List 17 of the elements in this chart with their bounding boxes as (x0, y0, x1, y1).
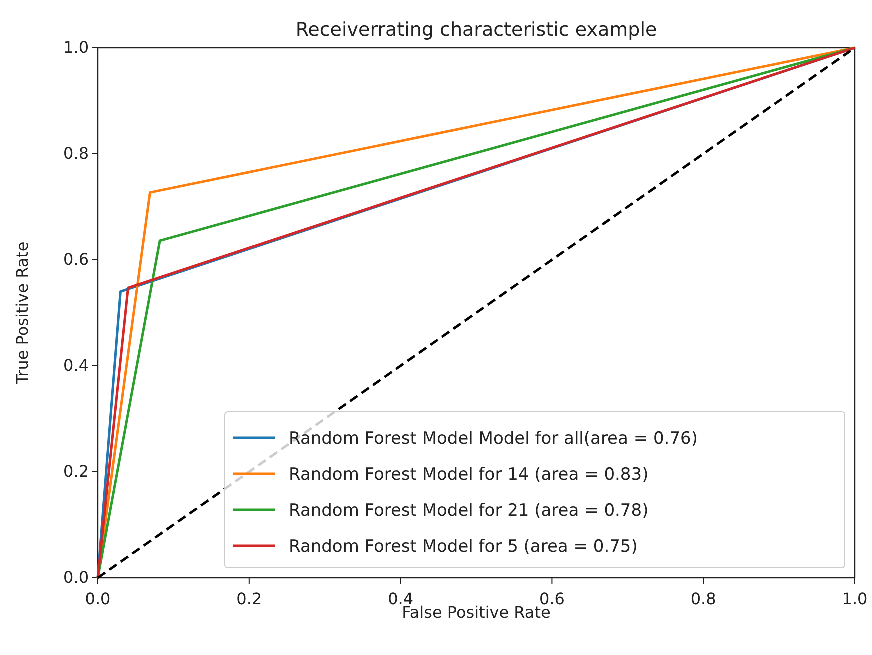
x-tick-label: 0.8 (690, 590, 716, 609)
legend-label: Random Forest Model for 14 (area = 0.83) (289, 464, 649, 485)
legend-label: Random Forest Model Model for all(area = 0.76) (289, 428, 698, 449)
y-tick-label: 0.2 (64, 462, 89, 482)
legend-label: Random Forest Model for 21 (area = 0.78) (289, 500, 649, 521)
y-tick-label: 0.4 (64, 356, 89, 376)
y-axis-title: True Positive Rate (13, 242, 32, 386)
y-tick-label: 0.0 (64, 568, 89, 588)
chart-title: Receiverrating characteristic example (296, 19, 658, 41)
x-tick-label: 0.6 (539, 590, 565, 609)
y-tick-label: 0.6 (64, 250, 89, 270)
x-tick-label: 0.2 (236, 590, 262, 609)
x-tick-label: 0.0 (85, 590, 111, 609)
y-tick-label: 0.8 (64, 144, 89, 164)
y-tick-label: 1.0 (64, 38, 89, 58)
x-tick-label: 1.0 (842, 590, 868, 609)
legend-label: Random Forest Model for 5 (area = 0.75) (289, 536, 638, 557)
